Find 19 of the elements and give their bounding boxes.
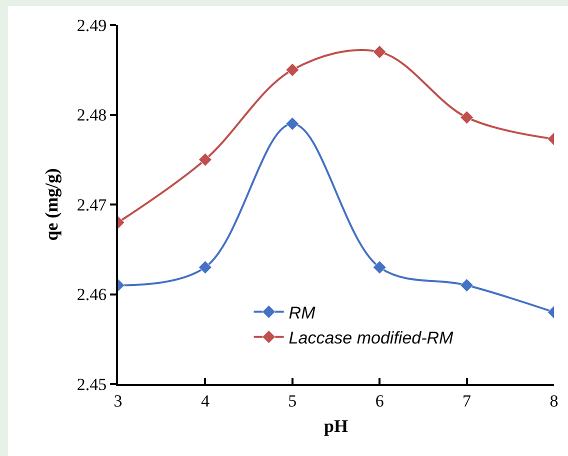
- y-tick-label: 2.47: [76, 195, 108, 214]
- legend-label: RM: [288, 303, 316, 322]
- y-tick-label: 2.45: [76, 374, 107, 394]
- point: [286, 116, 300, 130]
- x-tick-label: 3: [114, 391, 122, 410]
- x-tick-label: 8: [550, 391, 558, 410]
- y-tick-label: 2.48: [76, 106, 107, 125]
- legend-label: Laccase modified-RM: [288, 328, 454, 348]
- x-tick-label: 4: [200, 391, 210, 410]
- x-tick-label: 6: [375, 391, 384, 410]
- y-axis-title: qe (mg/g): [42, 168, 62, 241]
- y-tick-label: 2.46: [76, 285, 107, 304]
- point: [372, 260, 386, 274]
- y-tick-label: 2.49: [76, 16, 107, 35]
- x-tick-label: 5: [288, 391, 297, 410]
- point: [286, 63, 300, 77]
- point: [372, 45, 386, 59]
- x-tick-label: 7: [462, 391, 472, 410]
- x-axis-title: pH: [324, 416, 348, 436]
